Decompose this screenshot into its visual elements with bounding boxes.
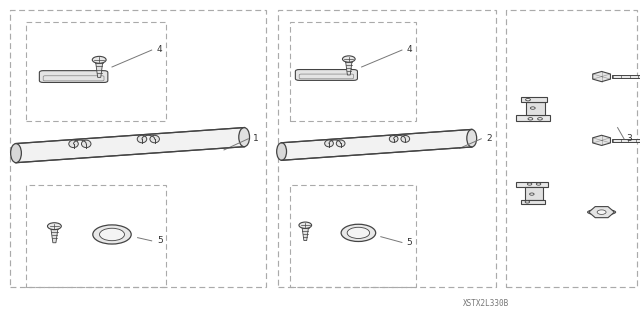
Text: 4: 4 bbox=[406, 45, 412, 54]
Ellipse shape bbox=[239, 128, 250, 147]
FancyBboxPatch shape bbox=[40, 70, 108, 82]
Polygon shape bbox=[302, 225, 309, 241]
Ellipse shape bbox=[531, 107, 535, 109]
Polygon shape bbox=[95, 60, 103, 77]
Ellipse shape bbox=[588, 209, 616, 215]
Ellipse shape bbox=[538, 118, 543, 120]
Ellipse shape bbox=[92, 56, 106, 63]
Ellipse shape bbox=[527, 183, 532, 185]
Ellipse shape bbox=[11, 144, 21, 163]
Ellipse shape bbox=[336, 140, 345, 147]
FancyBboxPatch shape bbox=[516, 115, 550, 121]
Ellipse shape bbox=[341, 224, 376, 241]
Polygon shape bbox=[612, 139, 640, 142]
Text: 5: 5 bbox=[406, 238, 412, 247]
FancyBboxPatch shape bbox=[521, 97, 547, 102]
Ellipse shape bbox=[150, 135, 159, 143]
Ellipse shape bbox=[536, 183, 541, 185]
Text: 4: 4 bbox=[157, 45, 163, 54]
Ellipse shape bbox=[100, 228, 124, 241]
Ellipse shape bbox=[389, 136, 398, 142]
Ellipse shape bbox=[467, 130, 477, 147]
Text: 5: 5 bbox=[157, 236, 163, 245]
Ellipse shape bbox=[347, 227, 370, 239]
Polygon shape bbox=[589, 207, 614, 218]
Ellipse shape bbox=[401, 136, 410, 142]
Ellipse shape bbox=[47, 223, 61, 230]
Ellipse shape bbox=[68, 140, 78, 148]
Ellipse shape bbox=[137, 135, 147, 143]
Ellipse shape bbox=[93, 225, 131, 244]
Polygon shape bbox=[51, 226, 58, 243]
Polygon shape bbox=[282, 130, 472, 160]
Polygon shape bbox=[593, 135, 611, 145]
Ellipse shape bbox=[530, 193, 534, 195]
FancyBboxPatch shape bbox=[516, 182, 548, 188]
FancyBboxPatch shape bbox=[525, 102, 545, 115]
Ellipse shape bbox=[299, 222, 312, 228]
FancyBboxPatch shape bbox=[525, 188, 543, 200]
Ellipse shape bbox=[324, 140, 333, 147]
Ellipse shape bbox=[276, 143, 287, 160]
Ellipse shape bbox=[597, 210, 606, 214]
Text: XSTX2L330B: XSTX2L330B bbox=[463, 299, 509, 308]
FancyBboxPatch shape bbox=[296, 70, 357, 80]
Ellipse shape bbox=[342, 56, 355, 62]
Ellipse shape bbox=[81, 140, 91, 148]
Text: 1: 1 bbox=[253, 134, 259, 143]
Polygon shape bbox=[346, 59, 352, 75]
Polygon shape bbox=[612, 75, 640, 78]
Ellipse shape bbox=[525, 201, 530, 203]
Text: 3: 3 bbox=[626, 134, 632, 143]
FancyBboxPatch shape bbox=[521, 200, 545, 204]
Polygon shape bbox=[16, 128, 244, 163]
Ellipse shape bbox=[528, 118, 533, 120]
Polygon shape bbox=[593, 71, 611, 82]
Ellipse shape bbox=[525, 99, 531, 101]
Text: 2: 2 bbox=[486, 134, 492, 143]
